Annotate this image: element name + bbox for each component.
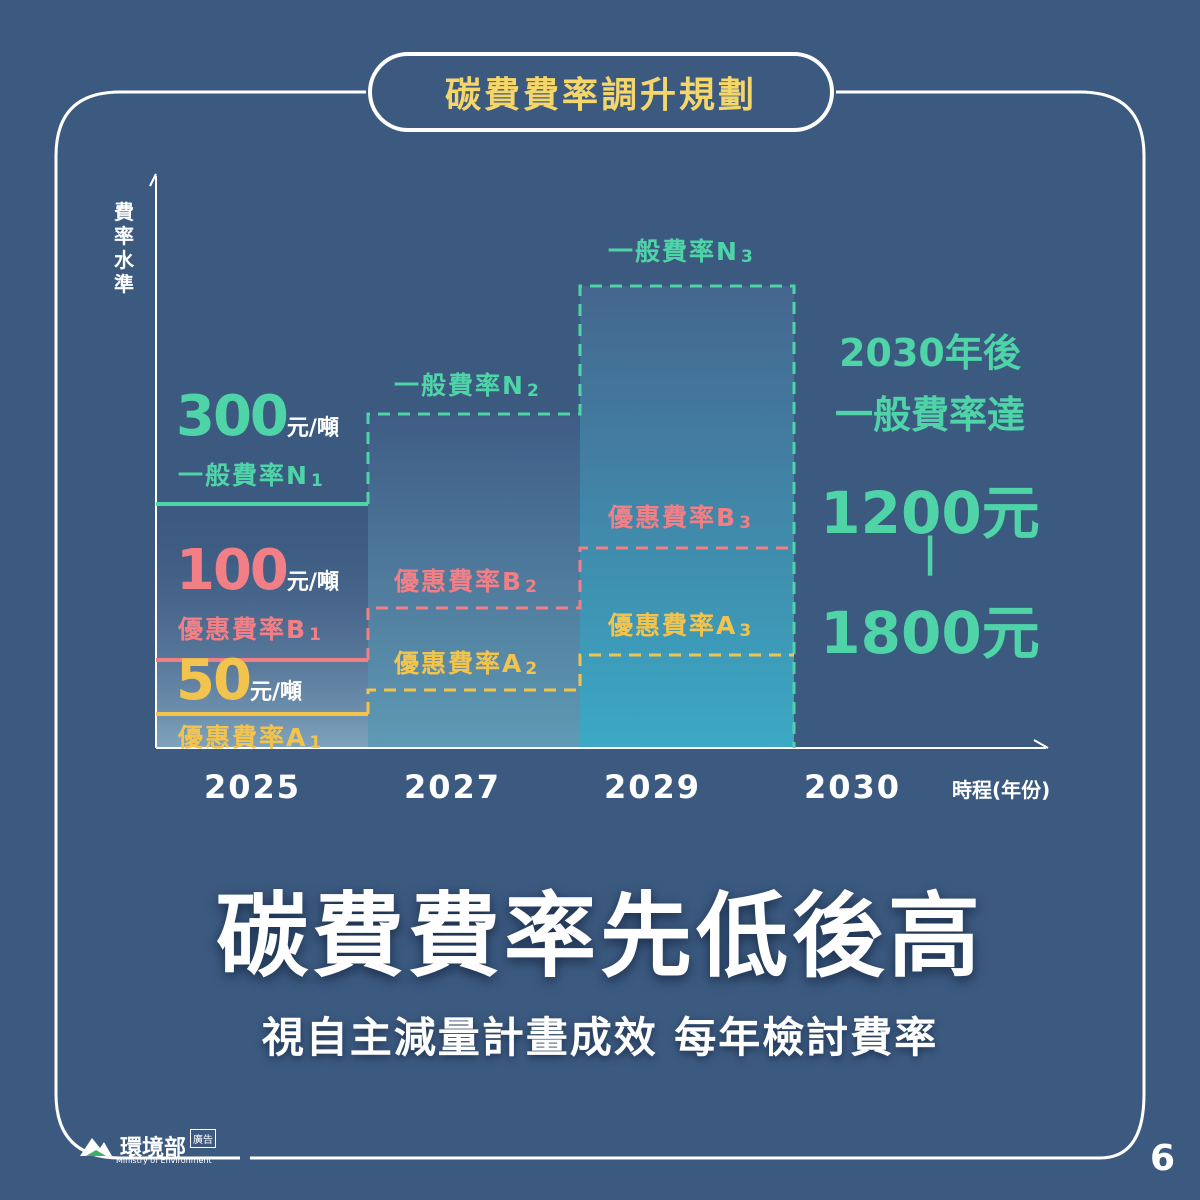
label-n1: 一般費率N 1 — [178, 456, 325, 492]
label-a2: 優惠費率A 2 — [394, 644, 539, 680]
value-a1: 50元/噸 — [176, 648, 302, 713]
tick-2030: 2030 — [804, 768, 901, 806]
mountain-logo-icon — [78, 1130, 114, 1162]
annotation-dash: | — [800, 530, 1060, 576]
value-b1: 100元/噸 — [176, 538, 339, 603]
label-n3: 一般費率N 3 — [608, 232, 755, 268]
label-b3: 優惠費率B 3 — [608, 498, 753, 534]
tick-2027: 2027 — [404, 768, 501, 806]
label-n2: 一般費率N 2 — [394, 366, 541, 402]
page-number: 6 — [1150, 1138, 1175, 1179]
y-axis-label: 費率水準 — [110, 200, 138, 296]
label-b2: 優惠費率B 2 — [394, 562, 539, 598]
label-a1: 優惠費率A 1 — [178, 718, 323, 754]
annotation-value-high: 1800元 — [800, 586, 1060, 670]
tick-2029: 2029 — [604, 768, 701, 806]
headline: 碳費費率先低後高 — [0, 862, 1200, 995]
value-n1: 300元/噸 — [176, 384, 339, 449]
logo-subtitle: Ministry of Environment — [116, 1156, 212, 1165]
label-b1: 優惠費率B 1 — [178, 610, 323, 646]
x-axis-label: 時程(年份) — [952, 774, 1050, 803]
annotation-line1: 2030年後 — [800, 322, 1060, 377]
subline: 視自主減量計畫成效 每年檢討費率 — [0, 1004, 1200, 1065]
tick-2025: 2025 — [204, 768, 301, 806]
label-a3: 優惠費率A 3 — [608, 606, 753, 642]
ad-badge: 廣告 — [190, 1129, 216, 1148]
annotation-line2: 一般費率達 — [800, 384, 1060, 439]
